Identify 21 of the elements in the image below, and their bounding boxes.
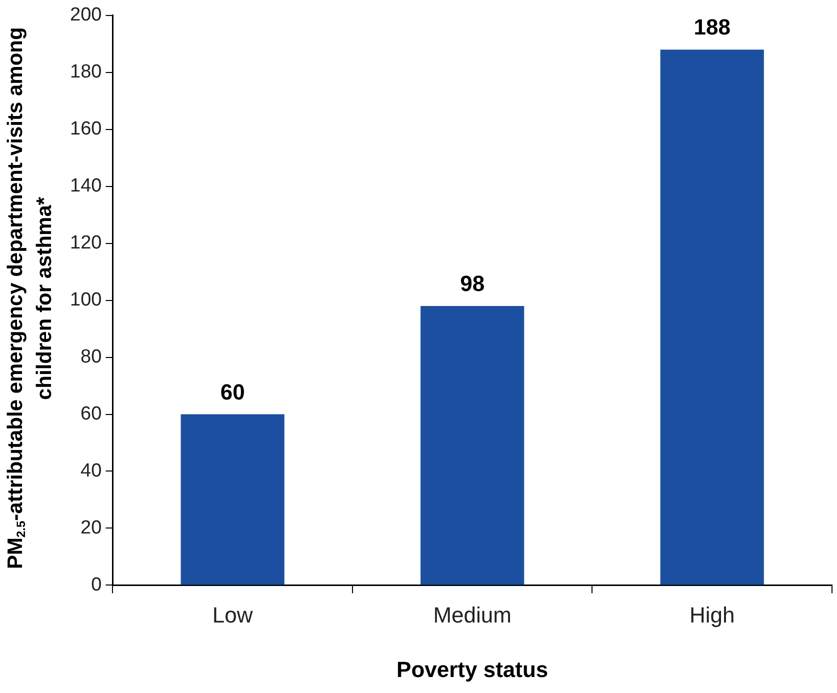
y-tick-label: 80 — [80, 346, 102, 368]
y-tick-label: 100 — [70, 290, 102, 311]
bar — [180, 414, 284, 585]
x-tick-label: Low — [212, 602, 253, 628]
bar — [420, 306, 524, 585]
y-tick-label: 180 — [70, 62, 102, 83]
y-tick-label: 120 — [70, 232, 102, 254]
y-tick-label: 140 — [70, 176, 102, 197]
x-axis-title: Poverty status — [396, 656, 548, 682]
x-tick-label: High — [689, 602, 735, 628]
data-label: 98 — [460, 271, 485, 296]
y-tick-label: 60 — [80, 403, 102, 424]
bar — [660, 50, 764, 585]
data-label: 188 — [694, 14, 730, 40]
data-label: 60 — [220, 379, 245, 404]
x-tick-label: Medium — [433, 602, 512, 628]
y-tick-label: 160 — [70, 118, 102, 140]
y-tick-label: 20 — [80, 517, 102, 538]
y-tick-label: 40 — [80, 460, 102, 482]
y-tick-label: 0 — [91, 574, 102, 596]
y-tick-label: 200 — [70, 4, 102, 26]
